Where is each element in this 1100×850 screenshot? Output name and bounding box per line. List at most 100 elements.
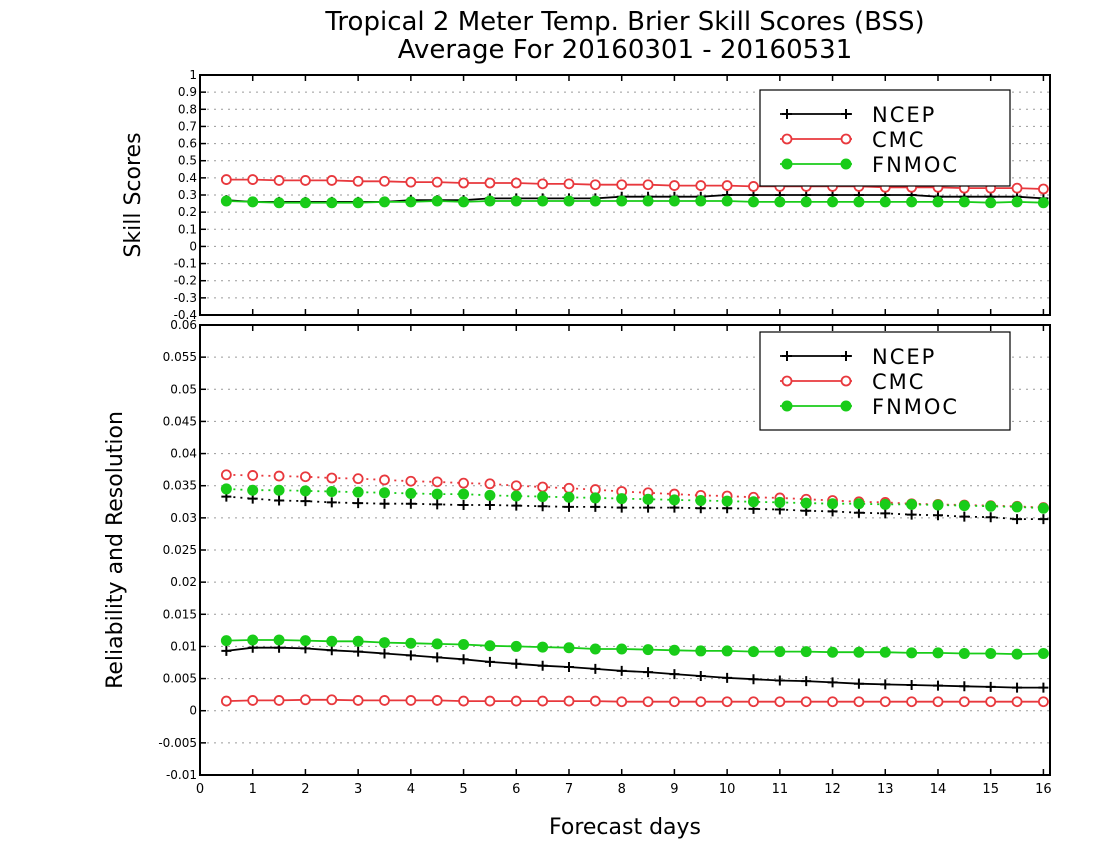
data-point	[1011, 501, 1023, 513]
y-tick-label: 0.06	[170, 318, 197, 332]
series-fnmoc	[220, 195, 1049, 209]
data-point	[484, 478, 496, 490]
data-point	[985, 500, 997, 512]
y-tick-label: 0.1	[178, 222, 197, 236]
data-point	[379, 175, 390, 187]
series-fnmoc-reliability	[220, 634, 1049, 660]
data-point	[721, 645, 733, 657]
data-point	[458, 196, 470, 208]
data-point	[959, 681, 970, 692]
data-point	[431, 638, 443, 650]
data-point	[1038, 514, 1049, 525]
data-point	[616, 493, 628, 505]
data-point	[616, 502, 627, 513]
data-point	[379, 695, 390, 706]
data-point	[537, 660, 548, 671]
y-tick-label: 0.03	[170, 511, 197, 525]
data-point	[352, 486, 364, 498]
data-point	[932, 647, 944, 659]
y-tick-label: 0.005	[163, 672, 197, 686]
data-point	[510, 480, 522, 492]
y-tick-label: 0.7	[178, 119, 197, 133]
series-line	[226, 495, 1044, 520]
x-tick-label: 7	[565, 782, 573, 797]
data-point	[906, 647, 918, 659]
legend-marker	[840, 375, 852, 387]
data-point	[853, 696, 865, 708]
y-tick-label: 0.05	[170, 382, 197, 396]
data-point	[458, 488, 470, 500]
data-point	[484, 695, 496, 707]
data-point	[616, 179, 628, 191]
y-tick-label: -0.4	[174, 308, 197, 322]
data-point	[774, 196, 786, 208]
x-tick-label: 16	[1035, 782, 1052, 797]
data-point	[827, 646, 839, 658]
data-point	[299, 485, 311, 497]
series-ncep-reliability	[221, 642, 1049, 693]
data-point	[643, 667, 654, 678]
data-point	[774, 646, 786, 658]
data-point	[220, 695, 232, 707]
legend-marker	[782, 351, 792, 361]
data-point	[378, 487, 390, 499]
legend-marker	[782, 109, 792, 119]
data-point	[484, 489, 496, 501]
data-point	[695, 195, 707, 207]
series-cmc-reliability	[220, 694, 1049, 708]
data-point	[958, 196, 970, 208]
data-point	[352, 197, 364, 209]
data-point	[721, 195, 733, 207]
y-tick-label: 0.5	[178, 154, 197, 168]
data-point	[273, 695, 285, 706]
data-point	[1011, 196, 1023, 208]
data-point	[748, 674, 759, 685]
data-point	[563, 662, 574, 672]
y-tick-label: 1	[189, 68, 197, 82]
y-tick-label: -0.1	[174, 257, 197, 271]
data-point	[906, 696, 918, 708]
data-point	[616, 696, 628, 708]
y-axis-label: Skill Scores	[121, 132, 146, 257]
legend-marker	[840, 133, 852, 145]
data-point	[299, 635, 311, 647]
data-point	[721, 696, 733, 708]
series-fnmoc-resolution	[220, 483, 1049, 514]
x-tick-label: 15	[982, 782, 999, 797]
x-tick-label: 12	[824, 782, 841, 797]
y-tick-label: 0.04	[170, 447, 197, 461]
legend-marker	[781, 133, 793, 145]
data-point	[985, 681, 996, 692]
data-point	[273, 197, 285, 209]
data-point	[432, 652, 443, 663]
data-point	[220, 469, 232, 481]
legend-label: FNMOC	[872, 395, 959, 419]
data-point	[774, 675, 785, 686]
data-point	[510, 490, 522, 502]
data-point	[616, 195, 628, 207]
data-point	[801, 676, 812, 687]
legend-marker	[840, 400, 852, 412]
data-point	[300, 694, 311, 706]
data-point	[1011, 648, 1023, 660]
data-point	[932, 499, 944, 511]
y-tick-label: 0.055	[163, 350, 197, 364]
data-point	[510, 177, 522, 189]
x-tick-label: 8	[618, 782, 626, 797]
legend-label: NCEP	[872, 345, 936, 369]
data-point	[748, 696, 759, 708]
plot-frame	[199, 324, 1051, 776]
y-tick-label: 0.3	[178, 188, 197, 202]
data-point	[747, 496, 759, 508]
x-tick-label: 3	[354, 782, 362, 797]
data-point	[405, 650, 416, 661]
data-point	[510, 640, 522, 652]
data-point	[616, 665, 627, 676]
data-point	[405, 695, 417, 706]
data-point	[352, 473, 364, 485]
data-point	[563, 491, 575, 503]
data-point	[431, 476, 443, 488]
data-point	[589, 195, 601, 207]
data-point	[906, 680, 917, 690]
